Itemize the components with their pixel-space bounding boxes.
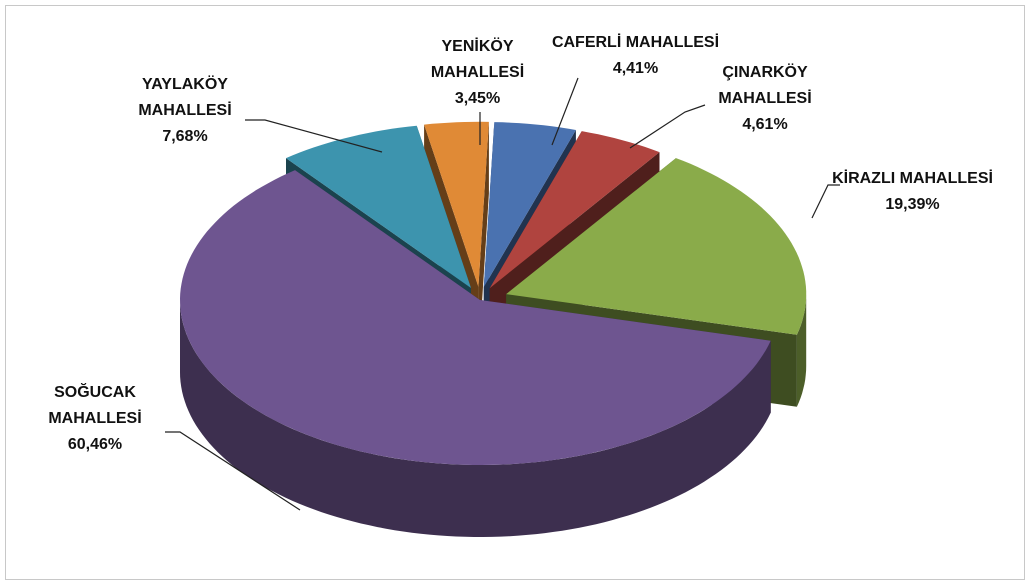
value-label: 4,41% [612, 60, 659, 77]
leader-line [245, 119, 383, 153]
value-label: 7,68% [162, 128, 208, 145]
leader-line [629, 104, 706, 149]
data-label: YENİKÖY MAHALLESİ 3,45% [410, 34, 545, 112]
category-label: SOĞUCAK MAHALLESİ [48, 384, 142, 427]
slice-top [286, 125, 471, 288]
value-label: 4,61% [742, 116, 788, 133]
slice-wall [180, 300, 771, 537]
data-label: ÇINARKÖY MAHALLESİ 4,61% [700, 60, 830, 138]
data-label: YAYLAKÖY MAHALLESİ 7,68% [120, 72, 250, 150]
slice-top [483, 122, 576, 287]
category-label: YAYLAKÖY MAHALLESİ [138, 76, 232, 119]
leader-line [551, 77, 579, 146]
category-label: KİRAZLI MAHALLESİ [832, 170, 993, 187]
value-label: 3,45% [454, 90, 501, 107]
pie-slice [180, 170, 771, 537]
category-label: YENİKÖY MAHALLESİ [430, 38, 525, 81]
slice-side [478, 121, 489, 359]
leader-lines [165, 77, 840, 511]
value-label: 19,39% [885, 196, 940, 213]
value-label: 60,46% [67, 436, 123, 453]
category-label: ÇINARKÖY MAHALLESİ [718, 64, 812, 107]
slice-top [489, 131, 660, 289]
slice-top [424, 121, 489, 287]
slice-top [180, 170, 771, 465]
slice-wall [796, 294, 807, 407]
data-label: SOĞUCAK MAHALLESİ 60,46% [30, 380, 160, 458]
category-label: CAFERLİ MAHALLESİ [551, 34, 720, 51]
leader-line [165, 431, 301, 511]
data-label: CAFERLİ MAHALLESİ 4,41% [548, 30, 723, 82]
leader-line [811, 184, 840, 219]
slice-top [506, 158, 807, 335]
data-label: KİRAZLI MAHALLESİ 19,39% [820, 166, 1005, 218]
